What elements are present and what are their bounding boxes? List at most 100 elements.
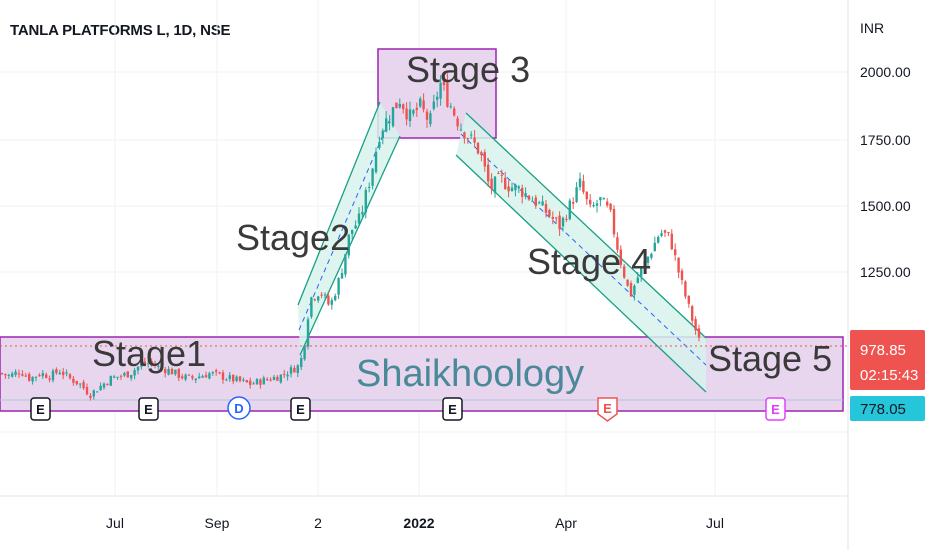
candle-body: [561, 217, 565, 227]
candle-body: [198, 376, 201, 379]
candle-body: [289, 367, 293, 374]
candle-body: [313, 299, 316, 301]
candle-body: [58, 372, 61, 375]
candle-body: [459, 129, 463, 131]
candle-body: [317, 296, 320, 301]
candle-body: [119, 375, 123, 377]
candle-body: [551, 216, 554, 219]
candle-body: [612, 208, 616, 235]
candle-body: [194, 378, 197, 381]
candle-body: [89, 395, 92, 398]
falling-channel[interactable]: [456, 113, 706, 392]
x-tick-label: 2022: [403, 515, 434, 531]
x-axis[interactable]: Jul Sep 2 2022 Apr Jul: [106, 515, 724, 531]
falling-channel-lower: [455, 154, 707, 393]
candle-body: [51, 370, 55, 381]
y-tick-label: 1750.00: [860, 132, 911, 148]
event-markers: E E D E E E E: [30, 396, 786, 422]
candle-body: [385, 118, 388, 132]
candle-body: [45, 374, 48, 379]
candle-body: [0, 373, 4, 375]
y-axis-unit: INR: [860, 20, 884, 36]
candle-body: [340, 273, 344, 279]
candle-body: [381, 130, 384, 139]
candle-body: [130, 375, 133, 379]
candle-body: [65, 372, 68, 374]
earnings-marker[interactable]: E: [138, 397, 159, 421]
candle-body: [215, 370, 218, 372]
candle-body: [116, 376, 119, 378]
candle-body: [408, 109, 412, 122]
candle-body: [609, 203, 612, 210]
y-axis[interactable]: INR 2000.00 1750.00 1500.00 1250.00: [860, 20, 911, 280]
stage1-label: Stage1: [92, 333, 206, 374]
candle-body: [398, 103, 401, 108]
candle-body: [514, 184, 517, 191]
earnings-marker-upcoming[interactable]: E: [765, 397, 786, 421]
candle-body: [204, 375, 208, 378]
candle-body: [667, 232, 670, 234]
candle-body: [242, 379, 245, 381]
watermark-text: Shaikhoology: [356, 353, 584, 395]
candle-body: [136, 366, 140, 371]
candle-body: [657, 236, 660, 243]
candle-body: [558, 215, 561, 230]
candle-body: [28, 373, 31, 381]
candle-body: [456, 118, 459, 127]
candle-body: [640, 267, 643, 277]
candle-body: [412, 110, 415, 114]
candle-body: [351, 229, 354, 235]
candle-body: [592, 205, 595, 207]
stage4-label: Stage 4: [527, 241, 651, 282]
candle-body: [544, 204, 548, 213]
candle-body: [653, 242, 656, 252]
candle-body: [330, 300, 333, 305]
candle-body: [24, 375, 27, 377]
x-tick-label: Jul: [106, 515, 124, 531]
candle-body: [405, 108, 408, 120]
candle-body: [500, 174, 503, 176]
earnings-marker[interactable]: E: [290, 397, 311, 421]
candle-body: [361, 211, 364, 215]
event-marker-label: E: [296, 402, 305, 417]
candle-body: [276, 376, 279, 381]
earnings-marker-negative[interactable]: E: [597, 397, 618, 422]
candle-body: [14, 371, 17, 375]
candle-body: [650, 253, 653, 258]
earnings-marker[interactable]: E: [30, 397, 51, 421]
candle-body: [177, 369, 180, 378]
candle-body: [374, 151, 378, 172]
candle-body: [323, 294, 327, 296]
candle-body: [62, 371, 65, 376]
candle-body: [483, 152, 486, 167]
candle-body: [72, 378, 75, 383]
last-price-value: 978.85: [860, 342, 906, 359]
candle-body: [446, 82, 449, 107]
dividend-marker[interactable]: D: [227, 396, 251, 420]
candle-body: [619, 249, 622, 265]
candle-body: [187, 374, 191, 376]
candle-body: [521, 187, 524, 197]
candle-body: [548, 209, 551, 217]
candle-body: [504, 177, 507, 189]
candle-body: [150, 361, 153, 364]
candle-body: [211, 372, 214, 374]
candle-body: [208, 373, 211, 379]
candle-body: [48, 378, 51, 380]
event-marker-label: E: [144, 402, 153, 417]
candle-body: [113, 376, 116, 378]
candle-body: [602, 198, 605, 200]
event-marker-label: D: [234, 401, 243, 416]
candle-body: [599, 197, 602, 201]
candle-body: [31, 376, 34, 382]
candle-body: [470, 134, 473, 136]
candle-body: [670, 233, 673, 250]
rising-channel[interactable]: [298, 102, 400, 355]
candle-body: [674, 249, 677, 256]
candle-body: [527, 195, 531, 200]
candle-body: [38, 375, 41, 377]
candle-body: [429, 113, 432, 125]
earnings-marker[interactable]: E: [442, 397, 463, 421]
candle-body: [476, 142, 480, 154]
